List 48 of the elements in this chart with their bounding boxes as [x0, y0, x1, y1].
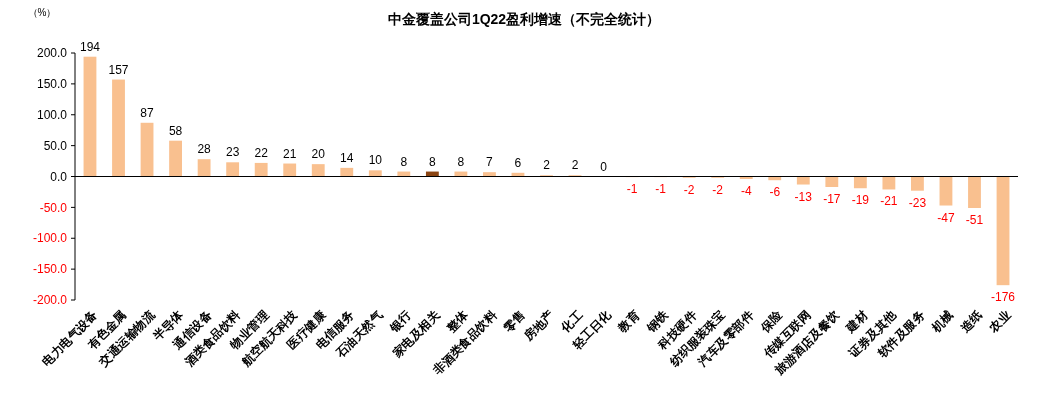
data-label: 28: [197, 142, 212, 157]
y-tick-label: -200.0: [32, 293, 68, 308]
data-label: 0: [600, 159, 608, 174]
y-tick-label: 100.0: [36, 107, 68, 122]
x-tick-label: 造纸: [957, 308, 985, 336]
chart-title: 中金覆盖公司1Q22盈利增速（不完全统计）: [387, 11, 661, 27]
x-tick-label: 农业: [985, 308, 1014, 336]
data-label: -47: [937, 210, 955, 225]
data-label: 8: [400, 154, 408, 169]
y-tick-label: 200.0: [36, 46, 68, 61]
data-label: -51: [965, 212, 984, 227]
x-tick-label: 机械: [928, 308, 957, 336]
data-label: -4: [740, 183, 752, 198]
data-label: -17: [823, 192, 841, 206]
data-label: 14: [340, 150, 354, 165]
x-tick-label: 教育: [614, 308, 643, 336]
y-tick-label: -100.0: [32, 231, 68, 246]
y-tick-label: -50.0: [39, 200, 68, 215]
data-label: 21: [283, 146, 297, 161]
data-label: -13: [794, 189, 813, 204]
data-label: -23: [908, 195, 927, 210]
data-label: 23: [225, 145, 240, 160]
data-label: -21: [880, 194, 898, 209]
data-label: 8: [457, 154, 465, 169]
y-tick-label: 0.0: [50, 169, 68, 184]
data-label: 58: [168, 123, 183, 138]
data-label: 22: [254, 145, 269, 160]
data-label: 87: [140, 105, 155, 120]
data-label: -19: [851, 193, 870, 208]
y-tick-label: 50.0: [43, 138, 68, 153]
data-label: 6: [514, 155, 522, 170]
y-tick-label: 150.0: [36, 77, 68, 92]
data-label: -6: [769, 185, 781, 200]
data-label: -1: [626, 182, 638, 197]
y-tick-label: -150.0: [32, 262, 68, 277]
data-label: 194: [79, 39, 101, 54]
data-label: -2: [712, 182, 724, 197]
data-label: -1: [655, 182, 667, 197]
data-label: 10: [368, 153, 383, 168]
y-axis-title: （%）: [27, 7, 57, 18]
data-label: 2: [571, 158, 579, 173]
data-label: 157: [108, 62, 129, 77]
data-label: 20: [311, 147, 326, 162]
data-label: -176: [991, 290, 1016, 305]
data-label: 8: [429, 154, 437, 169]
data-label: 2: [543, 158, 551, 173]
data-label: -2: [683, 182, 695, 197]
data-label: 7: [486, 155, 494, 170]
